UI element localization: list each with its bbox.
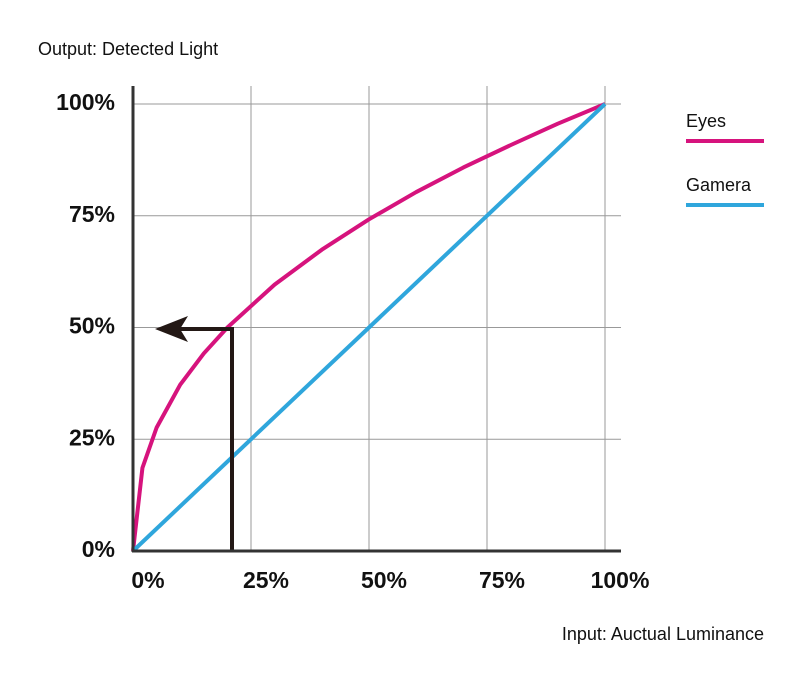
plot xyxy=(131,102,607,553)
y-tick-label: 25% xyxy=(69,424,115,450)
legend-label: Eyes xyxy=(686,111,726,131)
line xyxy=(131,102,607,553)
arrow-head xyxy=(155,316,188,342)
y-tick-label: 50% xyxy=(69,313,115,339)
x-tick-label: 25% xyxy=(243,567,289,593)
x-tick-label: 100% xyxy=(591,567,650,593)
y-tick-label: 75% xyxy=(69,201,115,227)
y-tick-label: 0% xyxy=(82,536,115,562)
line xyxy=(131,102,606,552)
y-axis-label: Output: Detected Light xyxy=(38,39,218,59)
x-tick-label: 50% xyxy=(361,567,407,593)
x-tick-label: 75% xyxy=(479,567,525,593)
x-axis-label: Input: Auctual Luminance xyxy=(562,624,764,644)
arrow-line xyxy=(170,327,234,551)
legend-label: Gamera xyxy=(686,175,752,195)
x-tick-label: 0% xyxy=(131,567,164,593)
annotation-arrow xyxy=(155,316,234,551)
y-tick-label: 100% xyxy=(56,89,115,115)
